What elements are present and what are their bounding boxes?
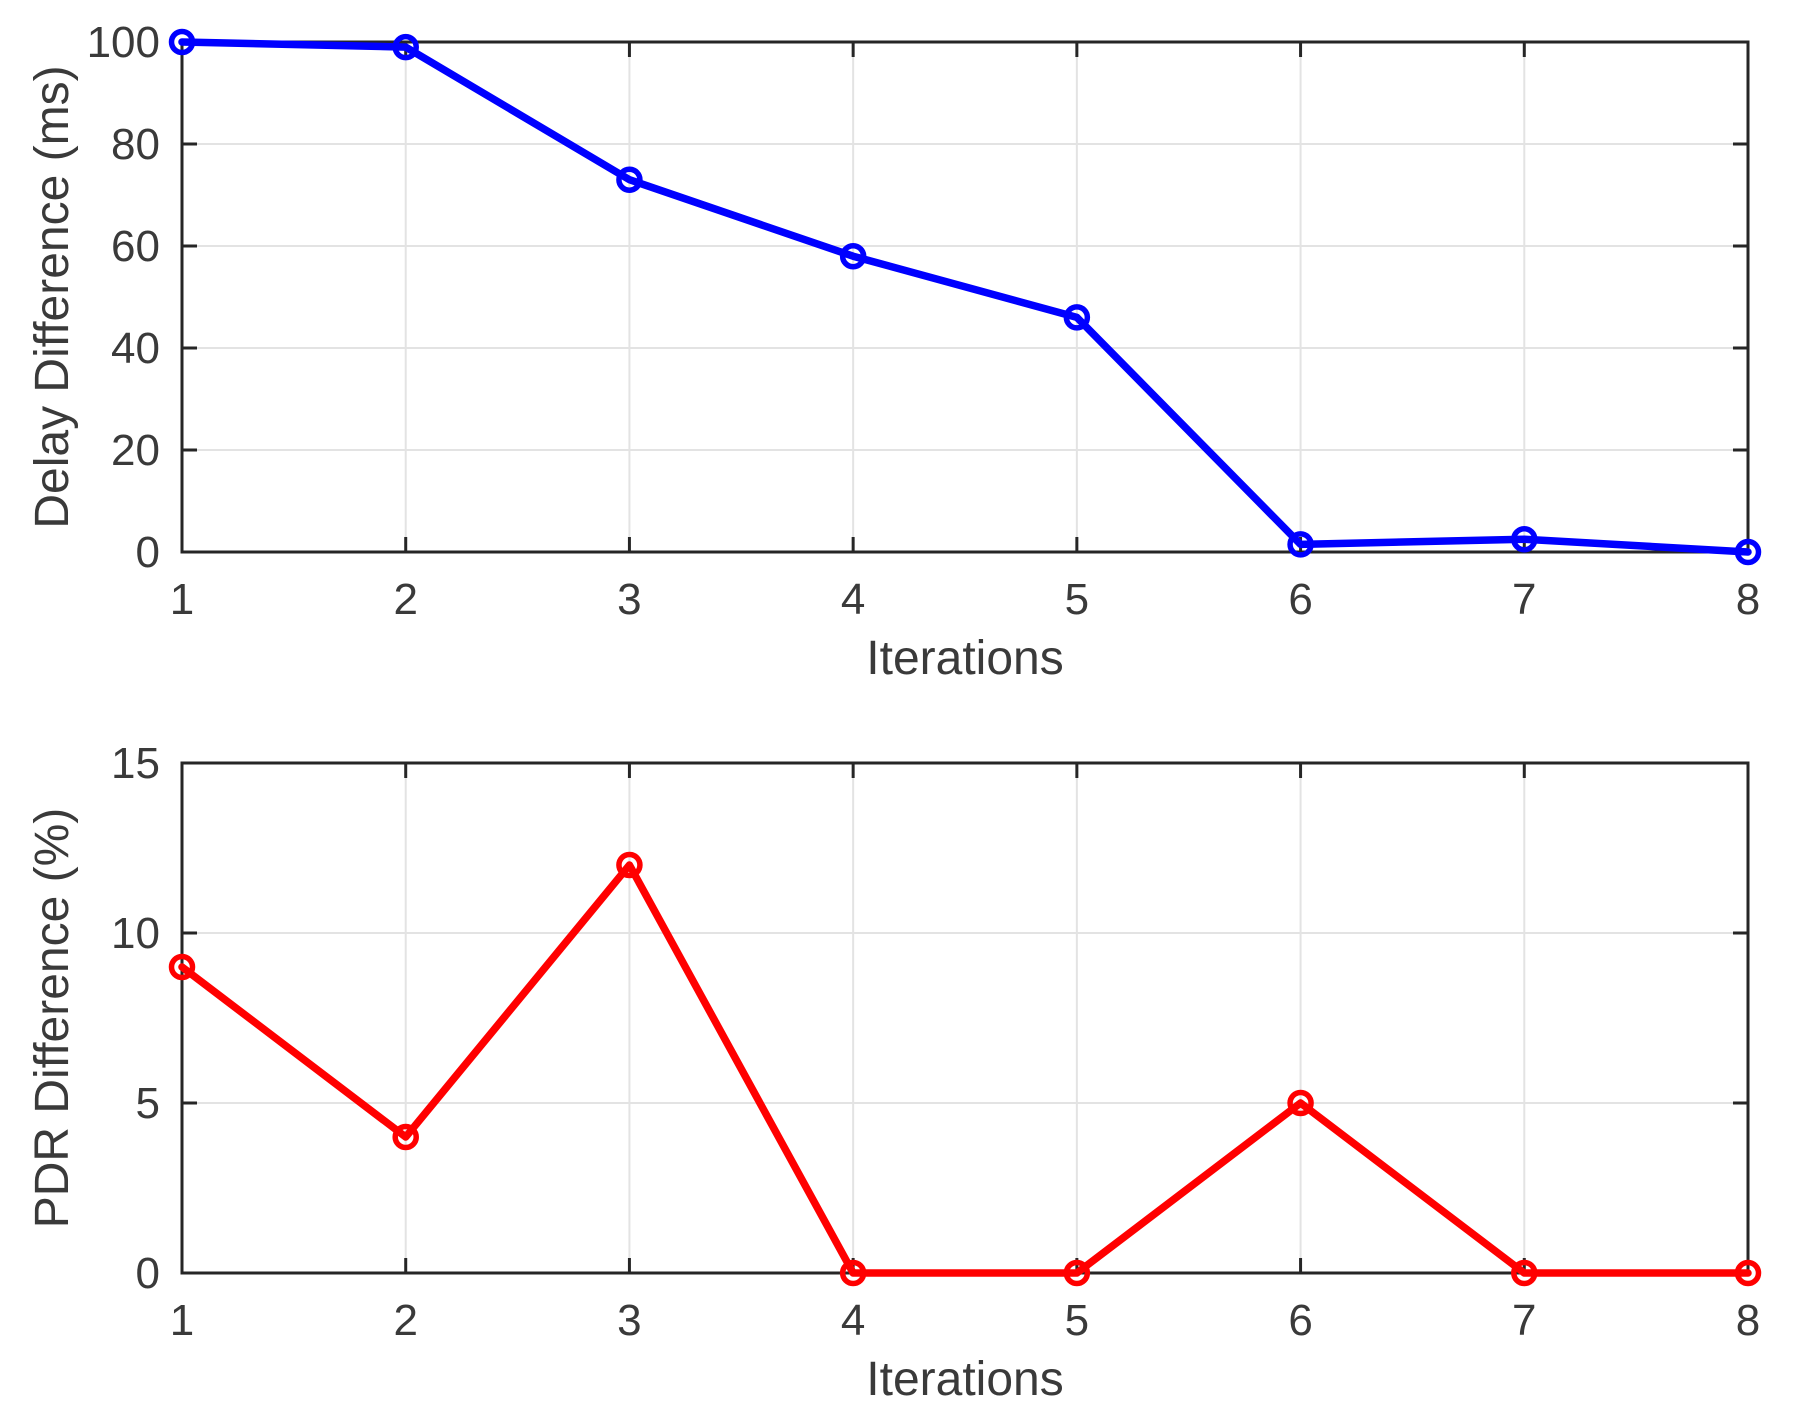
x-axis-label: Iterations xyxy=(866,1353,1063,1406)
data-point-marker xyxy=(1511,1259,1538,1287)
series-line xyxy=(178,861,1752,1277)
x-tick-label: 7 xyxy=(1512,575,1536,624)
y-tick-label: 5 xyxy=(136,1079,160,1128)
axes-box xyxy=(180,40,1750,554)
y-tick-label: 15 xyxy=(111,739,160,788)
x-tick-label: 4 xyxy=(841,1296,865,1345)
gridlines xyxy=(182,763,1748,1273)
data-point-marker xyxy=(1063,304,1091,331)
data-point-marker xyxy=(839,242,867,270)
x-tick-label: 8 xyxy=(1736,575,1760,624)
x-tick-label: 3 xyxy=(617,575,641,624)
x-tick-label: 2 xyxy=(393,1296,417,1345)
y-axis-label: Delay Difference (ms) xyxy=(26,65,79,528)
x-tick-labels: 1 2 3 4 5 6 7 8 xyxy=(170,1296,1760,1345)
series-markers xyxy=(168,851,1762,1287)
data-point-marker xyxy=(616,166,643,193)
y-axis-label: PDR Difference (%) xyxy=(26,808,79,1229)
data-point-marker xyxy=(1734,1259,1762,1287)
data-point-marker xyxy=(1287,1089,1314,1117)
y-tick-label: 80 xyxy=(111,120,160,169)
x-tick-labels: 1 2 3 4 5 6 7 8 xyxy=(170,575,1760,624)
y-tick-label: 0 xyxy=(136,528,160,577)
gridlines xyxy=(182,42,1748,552)
data-point-marker xyxy=(392,33,419,61)
x-tick-label: 1 xyxy=(170,575,194,624)
y-tick-label: 10 xyxy=(111,909,160,958)
y-tick-label: 0 xyxy=(136,1249,160,1298)
x-tick-label: 7 xyxy=(1512,1296,1536,1345)
data-point-marker xyxy=(839,1259,867,1287)
x-tick-label: 8 xyxy=(1736,1296,1760,1345)
x-tick-label: 3 xyxy=(617,1296,641,1345)
x-tick-label: 6 xyxy=(1288,1296,1312,1345)
x-axis-label: Iterations xyxy=(866,632,1063,685)
data-point-marker xyxy=(1287,531,1314,558)
plot-area xyxy=(182,763,1748,1273)
data-point-marker xyxy=(1734,538,1762,566)
data-point-marker xyxy=(1511,526,1538,553)
series-line xyxy=(178,38,1752,556)
data-point-marker xyxy=(392,1123,419,1151)
x-tick-label: 4 xyxy=(841,575,865,624)
data-point-marker xyxy=(168,953,196,981)
x-tick-label: 5 xyxy=(1065,1296,1089,1345)
data-point-marker xyxy=(1063,1259,1091,1287)
y-tick-label: 100 xyxy=(87,18,160,67)
x-tick-label: 1 xyxy=(170,1296,194,1345)
series-markers xyxy=(168,28,1762,566)
y-tick-label: 20 xyxy=(111,426,160,475)
data-point-marker xyxy=(616,851,643,879)
y-tick-label: 40 xyxy=(111,324,160,373)
y-tick-labels: 0 20 40 60 80 100 xyxy=(87,18,160,577)
x-tick-label: 6 xyxy=(1288,575,1312,624)
x-tick-label: 2 xyxy=(393,575,417,624)
x-tick-label: 5 xyxy=(1065,575,1089,624)
data-point-marker xyxy=(168,28,196,56)
y-tick-labels: 0 5 10 15 xyxy=(111,739,160,1298)
plot-area xyxy=(182,42,1748,552)
y-tick-label: 60 xyxy=(111,222,160,271)
pdr-difference-panel: 1 2 3 4 5 6 7 8 0 5 10 15 Iterations PDR Difference (… xyxy=(26,739,1762,1406)
